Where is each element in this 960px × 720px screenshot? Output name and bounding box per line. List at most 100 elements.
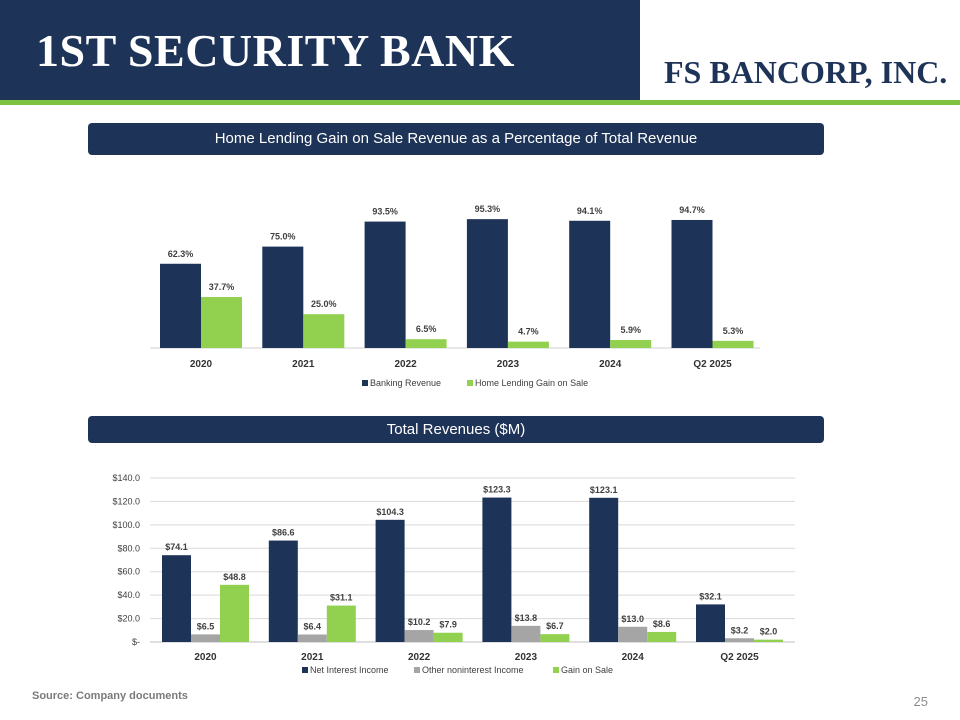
- chart2-data-label: $32.1: [699, 591, 722, 601]
- chart1-data-label: 5.3%: [723, 326, 744, 336]
- chart2-data-label: $7.9: [439, 620, 457, 630]
- first-security-bank-logo: 1ST SECURITY BANK: [36, 25, 515, 76]
- chart2-bar-net-interest-income-2023: [482, 497, 512, 642]
- chart2-data-label: $10.2: [408, 617, 431, 627]
- chart1-data-label: 6.5%: [416, 324, 437, 334]
- chart2-bar-gain-on-sale-2024: [647, 631, 677, 642]
- chart1-bar-banking-revenue-q2-2025: [671, 219, 713, 348]
- chart2-legend-label: Other noninterest Income: [422, 665, 524, 675]
- chart1-legend-swatch-home-lending-gain-on-sale: [467, 380, 473, 386]
- chart2-y-tick-label: $60.0: [117, 567, 140, 577]
- chart2-data-label: $123.1: [590, 485, 618, 495]
- chart1-data-label: 5.9%: [620, 325, 641, 335]
- chart2-data-label: $48.8: [223, 572, 246, 582]
- chart2-bar-other-noninterest-income-2023: [511, 625, 541, 642]
- chart1-data-label: 75.0%: [270, 232, 296, 242]
- chart1-bar-home-lending-gain-on-sale-2024: [610, 340, 652, 348]
- chart1-data-label: 95.3%: [475, 204, 501, 214]
- chart1-title-banner: Home Lending Gain on Sale Revenue as a P…: [88, 123, 824, 155]
- chart2-data-label: $6.7: [546, 621, 564, 631]
- chart1-x-tick-label: Q2 2025: [693, 359, 732, 370]
- chart1-data-label: 25.0%: [311, 299, 337, 309]
- chart2-data-label: $13.8: [515, 613, 538, 623]
- chart1-legend-label: Home Lending Gain on Sale: [475, 378, 588, 388]
- chart1-x-tick-label: 2023: [497, 359, 520, 370]
- chart1-data-label: 94.1%: [577, 206, 603, 216]
- header-logo-panel: [640, 0, 960, 100]
- chart1-x-tick-label: 2024: [599, 359, 622, 370]
- chart1-bar-home-lending-gain-on-sale-2022: [405, 339, 447, 348]
- chart2-data-label: $2.0: [760, 627, 778, 637]
- chart1-data-label: 94.7%: [679, 205, 705, 215]
- chart2-data-label: $6.4: [304, 622, 322, 632]
- chart2-data-label: $8.6: [653, 619, 671, 629]
- chart2-bar-net-interest-income-2021: [268, 540, 298, 642]
- chart1-bar-home-lending-gain-on-sale-2023: [507, 341, 549, 348]
- chart2-x-tick-label: 2020: [194, 652, 217, 663]
- chart1-bar-home-lending-gain-on-sale-q2-2025: [712, 340, 754, 348]
- chart2-legend-swatch-other-noninterest-income: [414, 667, 420, 673]
- chart1-bar-banking-revenue-2022: [364, 221, 406, 348]
- chart1-bar-home-lending-gain-on-sale-2020: [201, 297, 242, 348]
- chart2-x-tick-label: 2021: [301, 652, 324, 663]
- chart1-data-label: 62.3%: [168, 249, 194, 259]
- chart1-bar-banking-revenue-2020: [160, 263, 201, 348]
- chart2-y-tick-label: $80.0: [117, 543, 140, 553]
- chart1-x-tick-label: 2022: [394, 359, 417, 370]
- chart2-x-tick-label: 2023: [515, 652, 538, 663]
- chart2-y-tick-label: $140.0: [112, 473, 140, 483]
- page-number: 25: [913, 694, 928, 709]
- chart1-data-label: 37.7%: [209, 282, 235, 292]
- chart2-y-tick-label: $-: [132, 637, 140, 647]
- fs-bancorp-logo: FS BANCORP, INC.: [664, 54, 948, 90]
- chart1-data-label: 93.5%: [372, 207, 398, 217]
- chart2-title-banner: Total Revenues ($M): [88, 416, 824, 443]
- chart2-bar-gain-on-sale-q2-2025: [754, 639, 783, 642]
- chart1-legend-swatch-banking-revenue: [362, 380, 368, 386]
- chart2-y-tick-label: $100.0: [112, 520, 140, 530]
- header-band: [0, 0, 640, 100]
- chart2-bar-other-noninterest-income-q2-2025: [725, 638, 754, 642]
- chart2-bar-other-noninterest-income-2024: [618, 626, 648, 642]
- chart1-x-tick-label: 2021: [292, 359, 315, 370]
- chart2-bar-gain-on-sale-2023: [540, 634, 570, 642]
- chart2-data-label: $86.6: [272, 528, 295, 538]
- chart2-legend-label: Gain on Sale: [561, 665, 613, 675]
- chart2-bar-net-interest-income-2024: [589, 497, 619, 642]
- chart2-data-label: $104.3: [376, 507, 404, 517]
- chart2-data-label: $3.2: [731, 625, 749, 635]
- chart1-data-label: 4.7%: [518, 327, 539, 337]
- chart2-bar-gain-on-sale-2020: [220, 584, 249, 642]
- chart2-x-tick-label: 2024: [622, 652, 645, 663]
- source-note: Source: Company documents: [32, 690, 188, 702]
- chart2-bar-net-interest-income-q2-2025: [696, 604, 725, 642]
- chart2-y-tick-label: $120.0: [112, 496, 140, 506]
- chart2-bar-gain-on-sale-2022: [433, 632, 463, 642]
- chart2-legend-swatch-net-interest-income: [302, 667, 308, 673]
- chart2-bar-gain-on-sale-2021: [326, 605, 356, 642]
- chart2-bar-other-noninterest-income-2021: [297, 634, 327, 642]
- chart1-bar-banking-revenue-2021: [262, 246, 304, 348]
- chart2-data-label: $74.1: [165, 542, 188, 552]
- chart2-bar-other-noninterest-income-2022: [404, 630, 434, 642]
- chart2-y-tick-label: $20.0: [117, 614, 140, 624]
- chart2-legend-label: Net Interest Income: [310, 665, 389, 675]
- chart2-data-label: $6.5: [197, 621, 215, 631]
- chart2-bar-other-noninterest-income-2020: [191, 634, 220, 642]
- chart2-x-tick-label: 2022: [408, 652, 431, 663]
- chart1-legend-label: Banking Revenue: [370, 378, 441, 388]
- chart2-data-label: $31.1: [330, 593, 353, 603]
- chart2-y-tick-label: $40.0: [117, 590, 140, 600]
- header-accent-line: [0, 100, 960, 105]
- chart2-x-tick-label: Q2 2025: [720, 652, 759, 663]
- chart2-data-label: $123.3: [483, 485, 511, 495]
- chart1-bar-home-lending-gain-on-sale-2021: [303, 314, 345, 348]
- chart2-legend-swatch-gain-on-sale: [553, 667, 559, 673]
- chart2-bar-net-interest-income-2022: [375, 519, 405, 642]
- chart2-bar-net-interest-income-2020: [162, 555, 191, 642]
- chart2-data-label: $13.0: [621, 614, 644, 624]
- chart1-bar-banking-revenue-2023: [466, 219, 508, 348]
- chart1-x-tick-label: 2020: [190, 359, 213, 370]
- chart1-bar-banking-revenue-2024: [569, 220, 611, 348]
